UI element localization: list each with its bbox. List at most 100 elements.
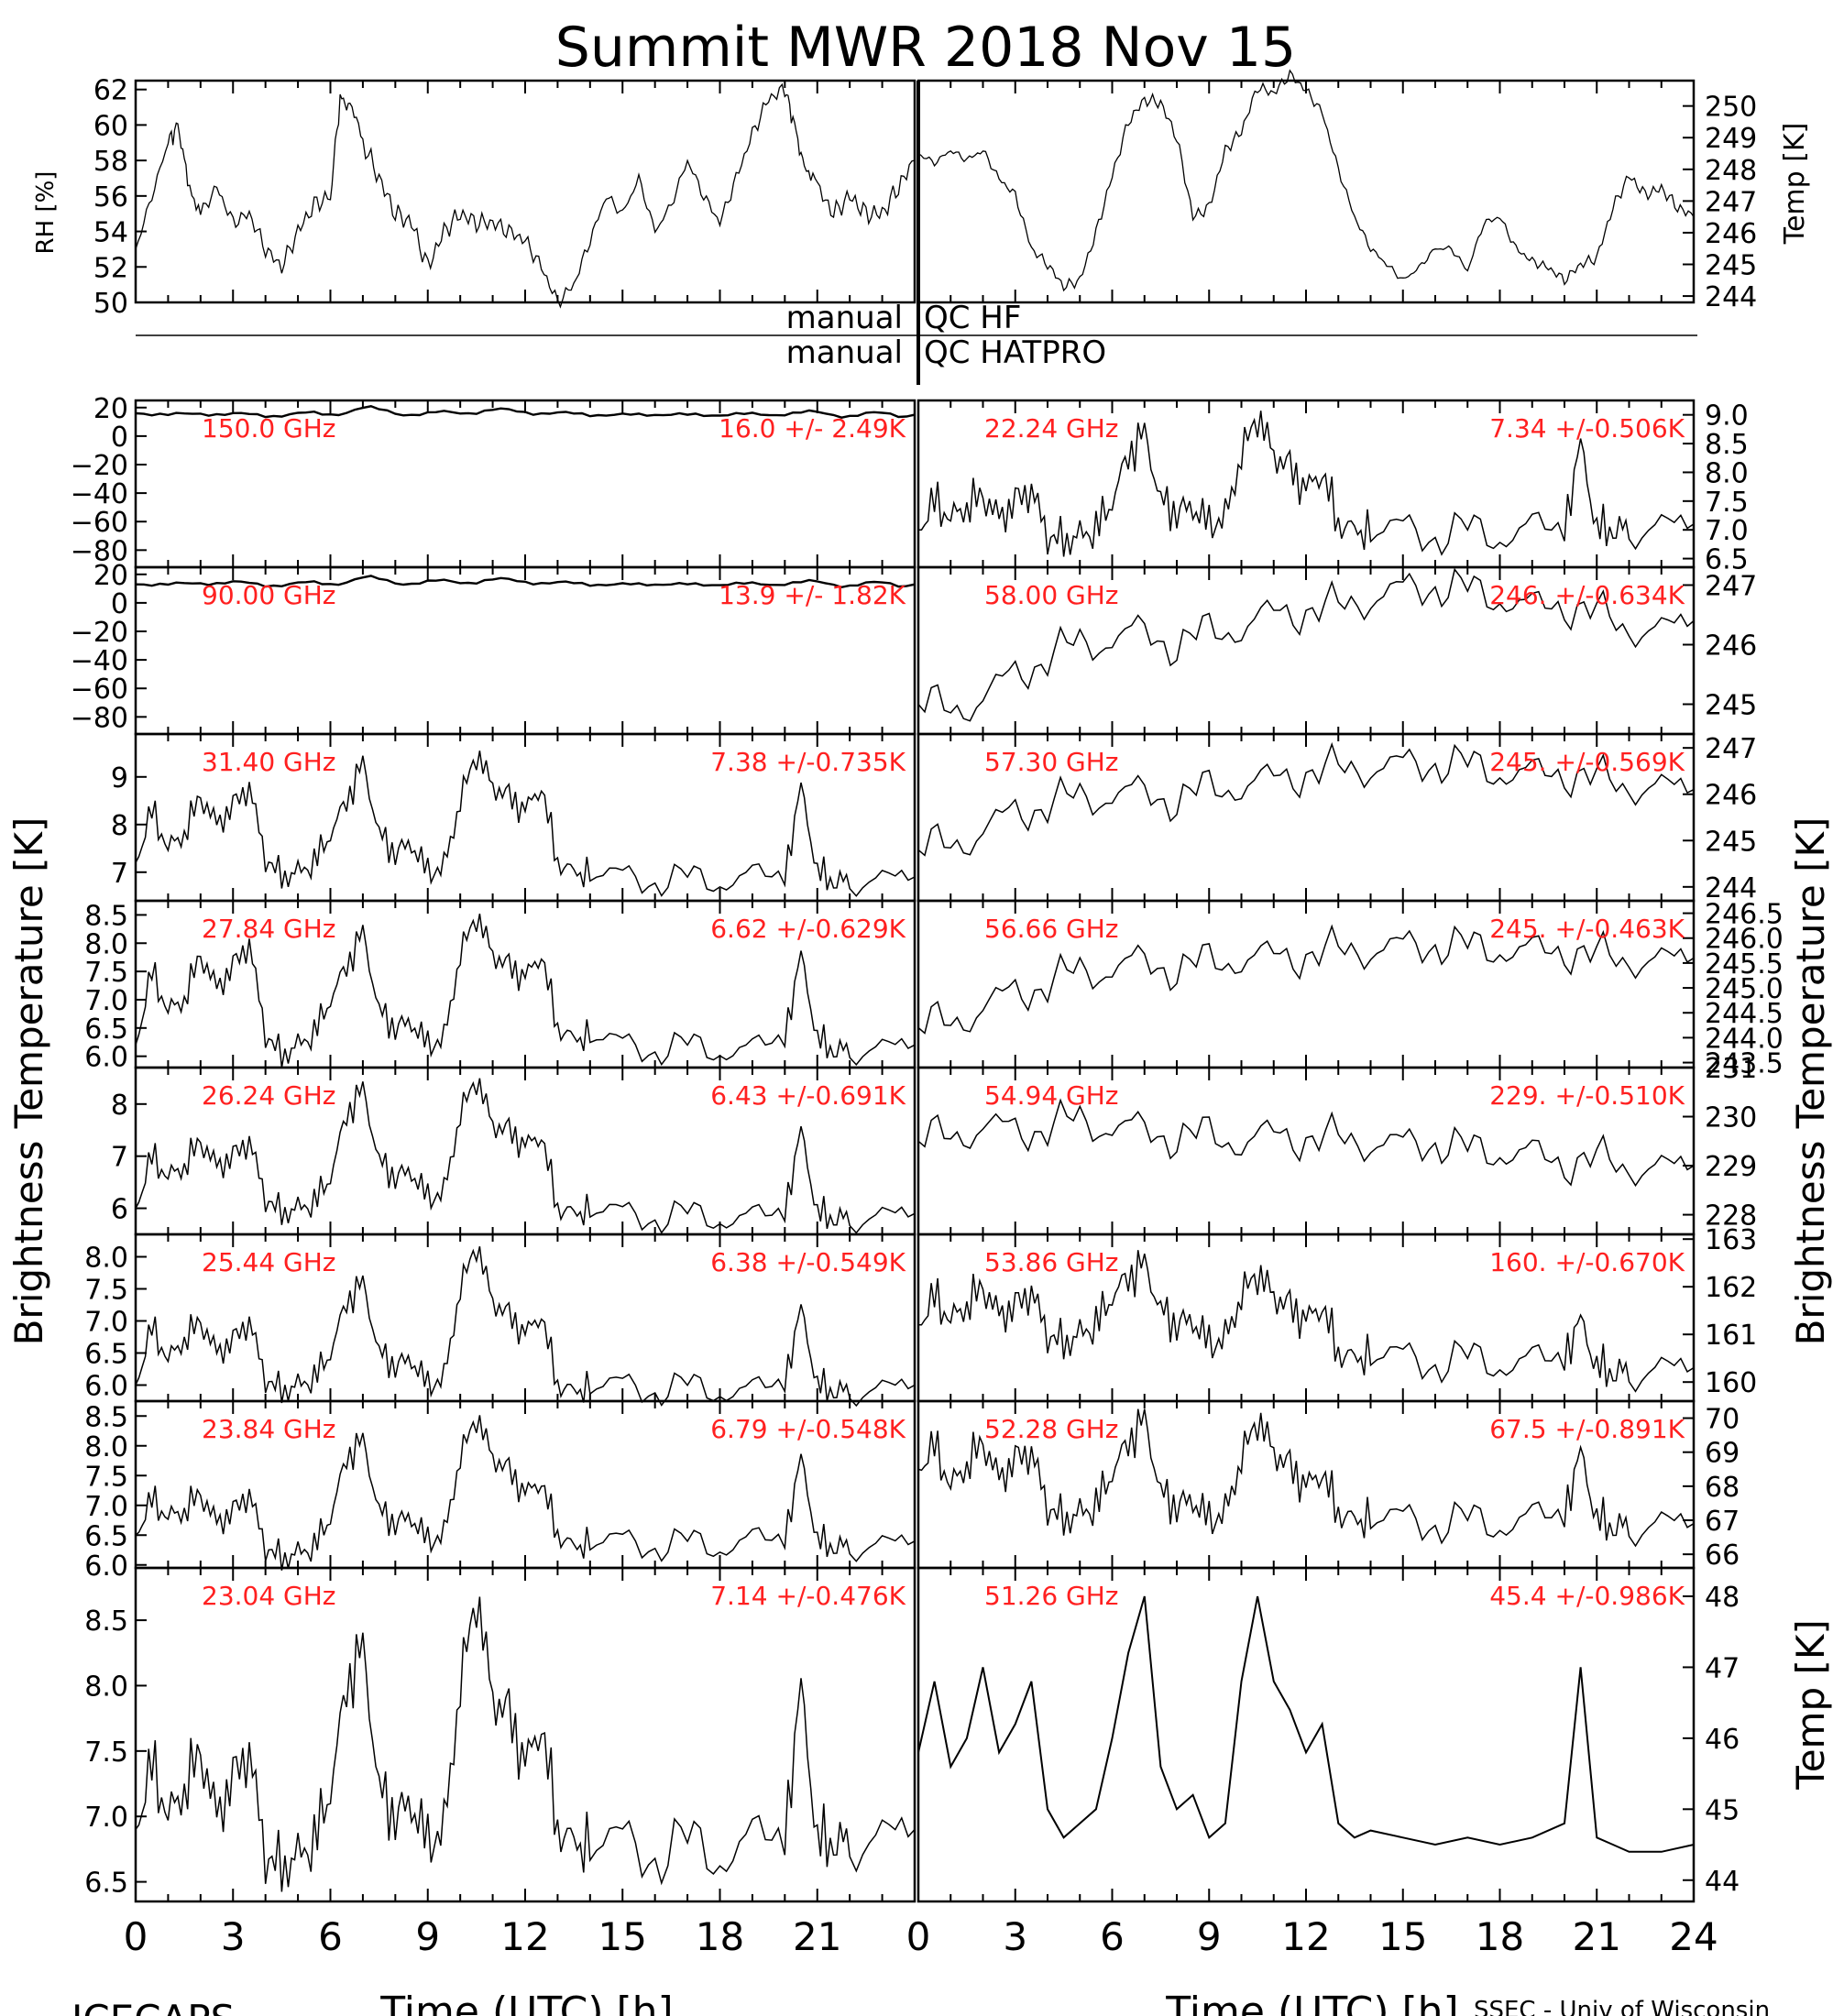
panel-150-0-ghz-freq-label: 150.0 GHz [202,413,336,444]
x-tick-label-left: 3 [221,1914,246,1959]
qc-row2-left: manual [786,334,903,371]
panel-22-24-ghz-stat-label: 7.34 +/-0.506K [1489,413,1685,444]
panel-26-24-ghz-freq-label: 26.24 GHz [202,1080,336,1111]
panel-53-86-ghz-ytick-label: 163 [1705,1224,1757,1256]
panel-56-66-ghz-stat-label: 245. +/-0.463K [1489,914,1685,944]
panel-25-44-ghz-ytick-label: 6.0 [84,1371,128,1403]
panel-150-0-ghz-ytick-label: −80 [71,535,128,567]
x-tick-label-right: 21 [1573,1914,1621,1959]
x-axis-label-left: Time (UTC) [h] [379,1989,673,2016]
panel-53-86-ghz-ytick-label: 162 [1705,1272,1757,1304]
panel-52-28-ghz-ytick-label: 66 [1705,1539,1740,1572]
panel-51-26-ghz-ytick-label: 46 [1705,1724,1740,1756]
panel-52-28-ghz-series-line [917,1408,1695,1548]
panel-52-28-ghz-stat-label: 67.5 +/-0.891K [1489,1414,1685,1444]
x-tick-label-left: 18 [696,1914,744,1959]
x-tick-label-left: 0 [124,1914,148,1959]
panel-90-00-ghz-ytick-label: −60 [71,674,128,706]
panel-51-26-ghz-freq-label: 51.26 GHz [984,1581,1119,1611]
panel-25-44-ghz-ytick-label: 7.5 [84,1275,128,1307]
panel-31-40-ghz-ytick-label: 8 [111,810,128,842]
x-tick-label-left: 6 [318,1914,343,1959]
panel-rh-ytick-label: 50 [93,288,128,320]
panel-54-94-ghz-ytick-label: 230 [1705,1102,1757,1134]
panel-54-94-ghz-ytick-label: 228 [1705,1200,1757,1233]
panel-51-26-ghz-ytick-label: 47 [1705,1652,1740,1684]
panel-23-84-ghz-series-line [135,1415,916,1571]
panel-23-84-ghz-ytick-label: 7.0 [84,1491,128,1523]
panel-22-24-ghz-ytick-label: 7.0 [1705,515,1749,547]
panel-52-28-ghz-ytick-label: 70 [1705,1404,1740,1436]
panel-90-00-ghz-ytick-label: −20 [71,617,128,649]
qc-row1-right: QC HF [924,300,1021,336]
temp-top-axis-label: Temp [K] [1779,123,1811,246]
panel-26-24-ghz-series-line [135,1078,916,1234]
panel-22-24-ghz-freq-label: 22.24 GHz [984,413,1119,444]
panel-56-66-ghz-ytick-label: 243.5 [1705,1048,1784,1080]
panel-rh-ytick-label: 54 [93,217,128,249]
panel-56-66-ghz-ytick-label: 246.5 [1705,899,1784,931]
panel-54-94-ghz-ytick-label: 229 [1705,1151,1757,1183]
panel-52-28-ghz-freq-label: 52.28 GHz [984,1414,1119,1444]
panel-57-30-ghz-stat-label: 245. +/-0.569K [1489,747,1685,777]
panel-temp-top-ytick-label: 250 [1705,92,1757,124]
panel-51-26-ghz-frame [916,1566,1696,1903]
panel-25-44-ghz-series-line [135,1246,916,1408]
panel-temp-top-frame [916,79,1696,304]
panel-56-66-ghz-ytick-label: 244.5 [1705,998,1784,1030]
panel-23-04-ghz-frame [134,1566,916,1903]
x-tick-label-left: 21 [793,1914,841,1959]
panel-51-26-ghz-series-line [917,1595,1695,1853]
panel-temp-top-ytick-label: 245 [1705,250,1757,282]
panel-58-00-ghz-freq-label: 58.00 GHz [984,580,1119,610]
panel-22-24-ghz-ytick-label: 7.5 [1705,487,1749,519]
x-tick-label-right: 24 [1669,1914,1718,1959]
panel-25-44-ghz-ytick-label: 7.0 [84,1307,128,1339]
panel-temp-top-ytick-label: 246 [1705,218,1757,250]
panel-52-28-ghz-ytick-label: 69 [1705,1438,1740,1470]
x-tick-label-left: 12 [500,1914,549,1959]
panel-31-40-ghz-ytick-label: 9 [111,762,128,794]
panel-23-04-ghz-ytick-label: 7.0 [84,1802,128,1834]
panel-54-94-ghz-ytick-label: 231 [1705,1053,1757,1085]
panel-27-84-ghz-ytick-label: 7.0 [84,985,128,1017]
panel-51-26-ghz-stat-label: 45.4 +/-0.986K [1489,1581,1685,1611]
panel-rh-frame [134,79,916,304]
panel-rh-ytick-label: 52 [93,252,128,284]
x-tick-label-right: 3 [1003,1914,1027,1959]
figure-title: Summit MWR 2018 Nov 15 [555,16,1296,80]
panel-150-0-ghz-ytick-label: 0 [111,422,128,454]
panel-56-66-ghz-ytick-label: 246.0 [1705,924,1784,956]
panel-57-30-ghz-ytick-label: 246 [1705,780,1757,812]
panel-90-00-ghz-ytick-label: 20 [93,560,128,592]
panel-54-94-ghz-freq-label: 54.94 GHz [984,1080,1119,1111]
panel-56-66-ghz-series-line [917,924,1695,1035]
panel-23-84-ghz-ytick-label: 8.0 [84,1431,128,1463]
panel-25-44-ghz-ytick-label: 8.0 [84,1243,128,1275]
panel-23-84-ghz-ytick-label: 8.5 [84,1401,128,1433]
panel-26-24-ghz-ytick-label: 6 [111,1194,128,1226]
panel-58-00-ghz-series-line [917,567,1695,722]
panel-51-26-ghz-ytick-label: 45 [1705,1794,1740,1826]
panel-23-04-ghz-ytick-label: 6.5 [84,1868,128,1900]
x-tick-label-right: 9 [1197,1914,1222,1959]
panel-26-24-ghz-ytick-label: 8 [111,1090,128,1122]
panel-90-00-ghz-freq-label: 90.00 GHz [202,580,336,610]
panel-23-84-ghz-freq-label: 23.84 GHz [202,1414,336,1444]
panel-rh-ytick-label: 56 [93,181,128,214]
panel-58-00-ghz-ytick-label: 245 [1705,690,1757,722]
panel-57-30-ghz-freq-label: 57.30 GHz [984,747,1119,777]
panel-27-84-ghz-ytick-label: 7.5 [84,957,128,989]
panel-31-40-ghz-freq-label: 31.40 GHz [202,747,336,777]
panel-27-84-ghz-series-line [135,913,916,1068]
panel-150-0-ghz-ytick-label: 20 [93,393,128,425]
x-tick-label-left: 9 [415,1914,440,1959]
panel-57-30-ghz-ytick-label: 244 [1705,872,1757,904]
panel-rh-ytick-label: 62 [93,75,128,107]
right-brightness-temp-label: Brightness Temperature [K] [1788,817,1833,1346]
panel-150-0-ghz-ytick-label: −40 [71,478,128,510]
panel-54-94-ghz-series-line [917,1098,1695,1188]
panel-23-04-ghz-ytick-label: 8.5 [84,1605,128,1638]
panel-56-66-ghz-ytick-label: 245.5 [1705,948,1784,981]
panel-23-04-ghz-ytick-label: 7.5 [84,1737,128,1769]
